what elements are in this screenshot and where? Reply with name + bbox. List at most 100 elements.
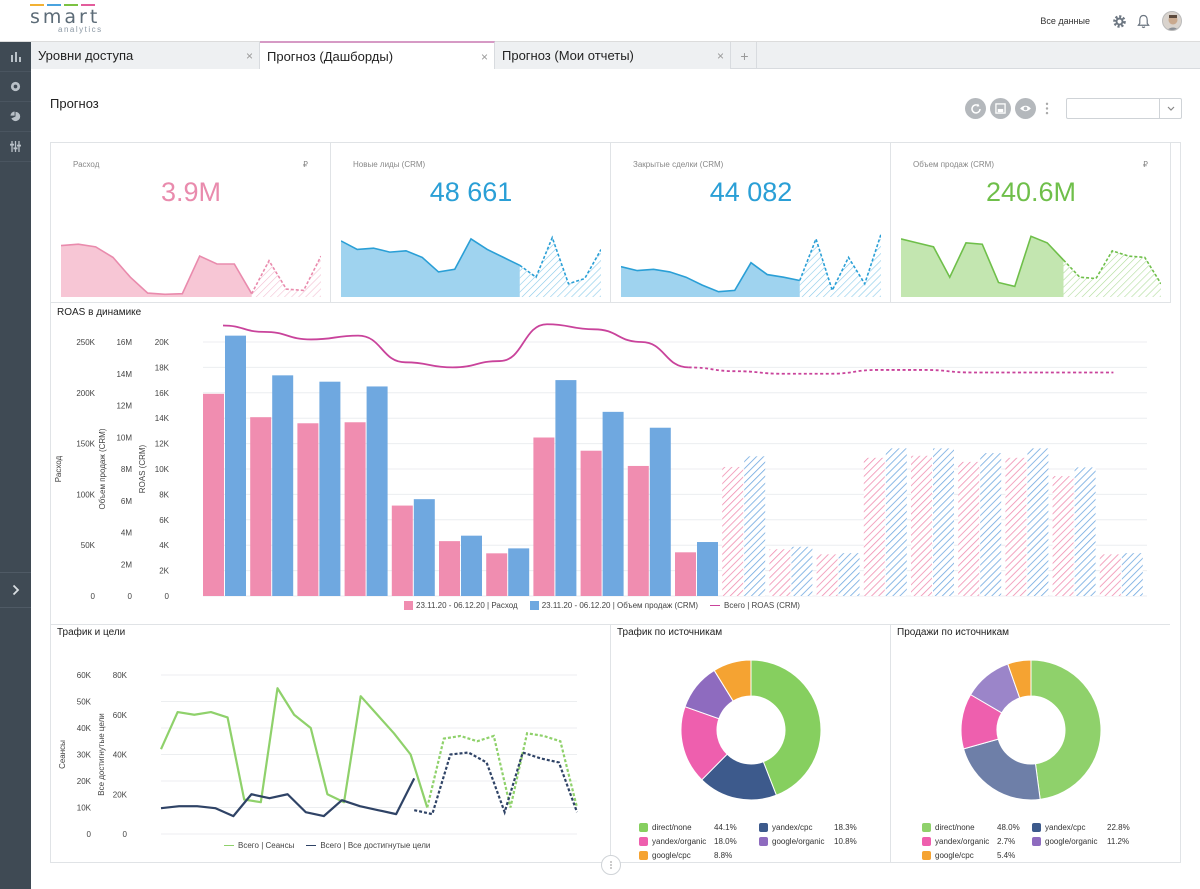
y-axis-tick: 40K xyxy=(113,751,128,760)
legend-pct: 8.8% xyxy=(714,850,733,860)
legend-yandex-cpc[interactable]: yandex/cpc 18.3% xyxy=(759,822,879,832)
legend-google-cpc[interactable]: google/cpc 8.8% xyxy=(639,850,759,860)
gear-icon[interactable] xyxy=(1110,12,1128,30)
kpi-label: Расход xyxy=(73,160,100,169)
eye-icon[interactable] xyxy=(1015,98,1036,119)
pie-chart-icon[interactable] xyxy=(0,102,31,132)
sales-sources-title: Продажи по источникам xyxy=(897,627,1010,638)
goals-line xyxy=(160,777,416,818)
spend-bar xyxy=(675,552,696,596)
bell-icon[interactable] xyxy=(1134,12,1152,30)
legend-name: google/cpc xyxy=(652,850,691,860)
traffic-chart[interactable]: 0 10K 20K 30K 40K 50K 60K Сеансы 0 20K 40K 60K 80K Вс… xyxy=(51,640,606,840)
y-axis-tick: 0 xyxy=(123,830,128,839)
forecast-spend-bar xyxy=(863,457,885,596)
all-data-selector[interactable]: Все данные xyxy=(1040,16,1090,26)
legend-yandex-cpc[interactable]: yandex/cpc 22.8% xyxy=(1032,822,1152,832)
y-axis-tick: 16M xyxy=(116,338,132,347)
tab-forecast-my-reports[interactable]: Прогноз (Мои отчеты) × xyxy=(495,42,731,69)
sales-bar xyxy=(461,535,482,596)
roas-chart[interactable]: 0 50K 100K 150K 200K 250K Расход 0 2M 4M 6M 8M 10M 12… xyxy=(51,320,1180,602)
legend-direct-none[interactable]: direct/none 48.0% xyxy=(922,822,1032,832)
forecast-spend-bar xyxy=(1099,554,1121,596)
legend-google-cpc[interactable]: google/cpc 5.4% xyxy=(922,850,1032,860)
spend-bar xyxy=(627,465,649,596)
kpi-sales-volume[interactable]: Объем продаж (CRM) ₽ 240.6M xyxy=(891,143,1171,303)
spend-bar xyxy=(533,437,555,596)
kpi-closed-deals[interactable]: Закрытые сделки (CRM) 44 082 xyxy=(611,143,891,303)
more-options-icon[interactable] xyxy=(1040,98,1054,119)
legend-name: yandex/organic xyxy=(652,836,707,846)
kpi-label: Новые лиды (CRM) xyxy=(353,160,426,169)
save-icon[interactable] xyxy=(990,98,1011,119)
traffic-panel-title: Трафик и цели xyxy=(57,627,126,638)
forecast-sales-bar xyxy=(1074,467,1096,596)
dashboard-select[interactable] xyxy=(1066,98,1182,119)
add-tab-button[interactable]: + xyxy=(733,42,757,69)
tab-access-levels[interactable]: Уровни доступа × xyxy=(31,42,260,69)
kpi-spend[interactable]: Расход ₽ 3.9M xyxy=(51,143,331,303)
y-axis-tick: 0 xyxy=(165,592,170,601)
expand-sidebar-chevron-icon[interactable] xyxy=(0,572,31,608)
legend-pct: 48.0% xyxy=(997,822,1020,832)
sales-bar xyxy=(225,335,246,596)
roas-forecast-line xyxy=(688,366,1114,375)
spend-bar xyxy=(203,393,224,596)
kpi-new-leads[interactable]: Новые лиды (CRM) 48 661 xyxy=(331,143,611,303)
close-icon[interactable]: × xyxy=(245,49,253,63)
traffic-legend: Всего | Сеансы Всего | Все достигнутые ц… xyxy=(224,841,442,850)
user-avatar[interactable] xyxy=(1162,11,1182,31)
legend-direct-none[interactable]: direct/none 44.1% xyxy=(639,822,759,832)
legend-sales[interactable]: 23.11.20 - 06.12.20 | Объем продаж (CRM) xyxy=(529,601,698,610)
y-axis-title: Расход xyxy=(54,455,63,482)
kpi-sparkline xyxy=(621,234,881,297)
chevron-down-icon[interactable] xyxy=(1159,99,1181,118)
y-axis-tick: 10M xyxy=(116,433,132,442)
col-divider xyxy=(610,624,611,862)
spend-bar xyxy=(391,505,413,596)
kpi-label: Закрытые сделки (CRM) xyxy=(633,160,724,169)
globe-icon[interactable] xyxy=(0,72,31,102)
spend-bar xyxy=(439,541,460,596)
refresh-icon[interactable] xyxy=(965,98,986,119)
sparkline-area xyxy=(621,262,800,297)
roas-legend: 23.11.20 - 06.12.20 | Расход 23.11.20 - … xyxy=(404,601,812,610)
sparkline-forecast-area xyxy=(519,237,601,297)
sales-sources-donut[interactable] xyxy=(960,659,1102,801)
bar-chart-icon[interactable] xyxy=(0,42,31,72)
legend-roas[interactable]: Всего | ROAS (CRM) xyxy=(710,601,800,610)
donut-slice-direct-none xyxy=(1030,659,1102,800)
kpi-sparkline xyxy=(341,235,601,297)
forecast-sales-bar xyxy=(838,553,860,596)
legend-pct: 5.4% xyxy=(997,850,1016,860)
legend-goals[interactable]: Всего | Все достигнутые цели xyxy=(306,841,430,850)
close-icon[interactable]: × xyxy=(716,49,724,63)
legend-name: yandex/cpc xyxy=(772,822,813,832)
grid-resize-handle-icon[interactable] xyxy=(601,855,621,875)
sales-bar xyxy=(366,386,388,596)
sliders-icon[interactable] xyxy=(0,132,31,162)
legend-sessions[interactable]: Всего | Сеансы xyxy=(224,841,294,850)
sales-sources-legend: direct/none 48.0% yandex/cpc 22.8% yandex/… xyxy=(922,820,1152,862)
app-logo[interactable]: smart analytics xyxy=(30,4,110,38)
legend-yandex-organic[interactable]: yandex/organic 18.0% xyxy=(639,836,759,846)
legend-google-organic[interactable]: google/organic 10.8% xyxy=(759,836,879,846)
traffic-sources-donut[interactable] xyxy=(680,659,822,801)
logo-subtext: analytics xyxy=(58,25,103,34)
y-axis-tick: 4K xyxy=(159,541,169,550)
spend-bar xyxy=(580,450,602,596)
legend-pct: 18.3% xyxy=(834,822,857,832)
kpi-value: 48 661 xyxy=(429,177,513,207)
sales-bar xyxy=(272,375,294,596)
spend-bar xyxy=(344,422,366,596)
legend-name: yandex/organic xyxy=(935,836,990,846)
close-icon[interactable]: × xyxy=(480,50,488,64)
sales-bar xyxy=(508,548,530,596)
legend-google-organic[interactable]: google/organic 11.2% xyxy=(1032,836,1152,846)
legend-name: google/organic xyxy=(1045,836,1098,846)
y-axis-tick: 250K xyxy=(76,338,95,347)
legend-label: Всего | Сеансы xyxy=(238,841,295,850)
legend-spend[interactable]: 23.11.20 - 06.12.20 | Расход xyxy=(404,601,518,610)
legend-yandex-organic[interactable]: yandex/organic 2.7% xyxy=(922,836,1032,846)
tab-forecast-dashboards[interactable]: Прогноз (Дашборды) × xyxy=(260,41,495,69)
